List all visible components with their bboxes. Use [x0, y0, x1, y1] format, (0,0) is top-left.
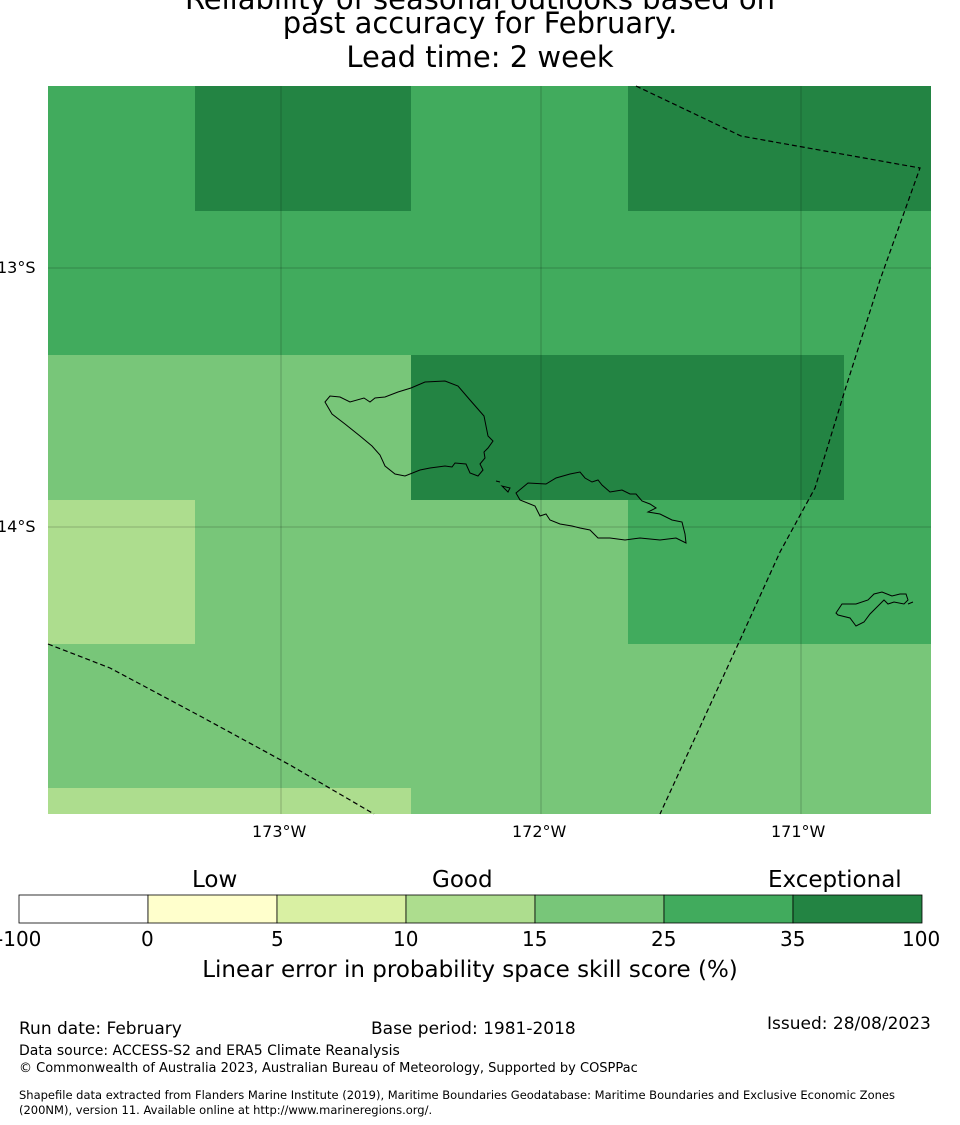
graticule — [48, 86, 931, 814]
lon-label-172w: 172°W — [512, 822, 567, 841]
colorbar-segment — [405, 894, 536, 924]
upolu-island — [495, 471, 687, 544]
shapefile-credit-line-2: (200NM), version 11. Available online at… — [19, 1103, 433, 1117]
grid-cell — [48, 788, 411, 814]
copyright: © Commonwealth of Australia 2023, Austra… — [19, 1061, 638, 1076]
colorbar-segment — [276, 894, 407, 924]
colorbar-tick-label: 25 — [651, 927, 677, 951]
skill-score-map — [47, 85, 931, 815]
grid-cell — [48, 500, 195, 644]
grid-cell — [195, 86, 411, 211]
grid-cell — [628, 500, 931, 644]
legend-colorbar — [18, 894, 923, 924]
base-period: Base period: 1981-2018 — [371, 1019, 576, 1039]
run-date: Run date: February — [19, 1019, 182, 1039]
data-source: Data source: ACCESS-S2 and ERA5 Climate … — [19, 1043, 400, 1059]
colorbar-segment — [792, 894, 923, 924]
shapefile-credit-line-1: Shapefile data extracted from Flanders M… — [19, 1088, 895, 1102]
colorbar-segment — [534, 894, 665, 924]
savaii-island — [324, 380, 494, 477]
chart-title-line-2: past accuracy for February. — [282, 6, 678, 40]
lon-label-173w: 173°W — [252, 822, 307, 841]
skill-grid — [48, 86, 931, 814]
chart-title-line-1: Reliability of seasonal outlooks based o… — [0, 0, 960, 16]
colorbar-tick-label: 5 — [271, 927, 284, 951]
coastlines — [324, 380, 914, 627]
colorbar-tick-label: 35 — [780, 927, 806, 951]
colorbar-tick-label: 0 — [141, 927, 154, 951]
lat-label-14s: 14°S — [0, 517, 36, 536]
tutuila-island — [835, 591, 914, 627]
eez-boundaries — [47, 85, 921, 815]
legend-category-good: Good — [432, 867, 493, 893]
colorbar-segment — [18, 894, 149, 924]
grid-cell — [411, 355, 844, 500]
chart-title-line-3: Lead time: 2 week — [346, 40, 614, 74]
grid-cell — [844, 355, 931, 500]
issued-date: Issued: 28/08/2023 — [767, 1014, 931, 1034]
lat-label-13s: 13°S — [0, 258, 36, 277]
colorbar-segment — [147, 894, 278, 924]
colorbar-label: Linear error in probability space skill … — [202, 957, 738, 983]
colorbar-tick-label: 100 — [902, 927, 941, 951]
colorbar-segment — [663, 894, 794, 924]
lon-label-171w: 171°W — [771, 822, 826, 841]
colorbar-tick-label: -100 — [0, 927, 42, 951]
colorbar-tick-label: 10 — [393, 927, 419, 951]
grid-cell — [628, 86, 931, 211]
colorbar-tick-label: 15 — [522, 927, 548, 951]
legend-category-low: Low — [192, 867, 238, 893]
legend-category-exceptional: Exceptional — [768, 867, 902, 893]
